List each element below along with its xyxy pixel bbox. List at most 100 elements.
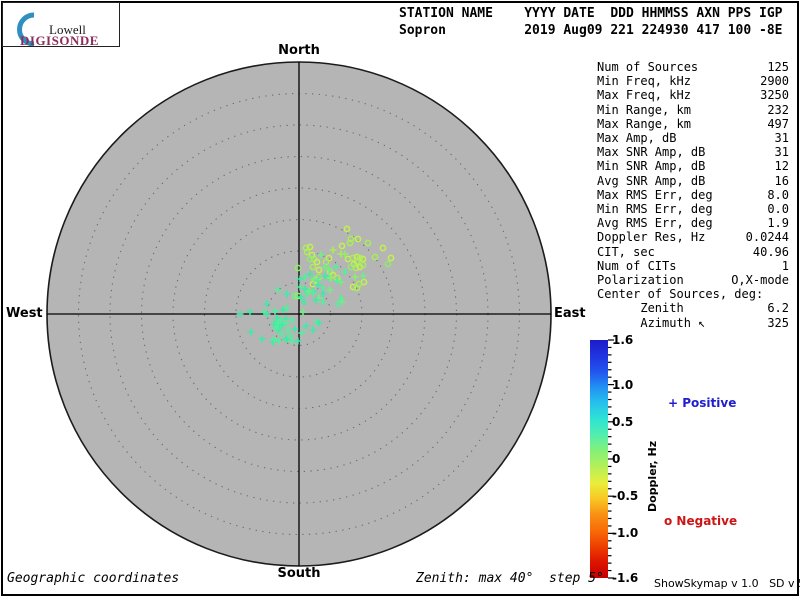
source-point-negative xyxy=(347,235,355,243)
footer-zenith-scale-label: Zenith: max 40° step 5° xyxy=(416,571,604,586)
stat-row: Center of Sources, deg: xyxy=(597,287,789,301)
stat-row: Zenith 6.2 xyxy=(597,301,789,315)
compass-south-label: South xyxy=(277,566,321,581)
source-point-negative xyxy=(306,255,314,263)
stat-label: Num of Sources xyxy=(597,60,699,74)
stat-value: 1.9 xyxy=(767,216,789,231)
station-header-columns: STATION NAME YYYY DATE DDD HHMMSS AXN PP… xyxy=(399,6,783,21)
stat-value: 6.2 xyxy=(767,301,789,316)
colorbar-tick-labels: 1.6 1.0 0.5 0 -0.5 -1.0 -1.6 xyxy=(612,334,652,584)
stat-label: Max RMS Err, deg xyxy=(597,187,713,202)
stat-value: 3250 xyxy=(760,88,789,103)
source-point-positive xyxy=(270,335,278,343)
source-point-positive xyxy=(298,329,306,337)
source-point-positive xyxy=(283,304,291,312)
source-point-positive xyxy=(309,289,317,297)
stat-row: Azimuth ↖ 325 xyxy=(597,316,789,330)
stat-label: Doppler Res, Hz xyxy=(597,230,706,245)
source-point-positive xyxy=(258,335,266,343)
legend-positive: + Positive xyxy=(668,396,737,410)
stat-label: Min Freq, kHz xyxy=(597,74,691,89)
source-point-positive xyxy=(333,277,341,285)
stat-value: 0.0244 xyxy=(745,230,789,245)
source-point-positive xyxy=(319,284,327,292)
source-point-negative xyxy=(364,239,372,247)
source-point-negative xyxy=(338,242,346,250)
source-point-positive xyxy=(325,265,333,273)
source-point-positive xyxy=(275,337,283,345)
stat-row: Min RMS Err, deg 0.0 xyxy=(597,202,789,216)
source-point-positive xyxy=(272,324,280,332)
source-point-negative xyxy=(291,292,299,300)
stat-row: Doppler Res, Hz 0.0244 xyxy=(597,230,789,244)
stat-label: Max SNR Amp, dB xyxy=(597,145,706,160)
stat-label: Min SNR Amp, dB xyxy=(597,159,706,174)
source-point-positive xyxy=(301,273,309,281)
colorbar-tick-label: -1.6 xyxy=(612,571,639,585)
stat-label: Min Range, km xyxy=(597,102,691,117)
source-point-positive xyxy=(279,306,287,314)
source-point-negative xyxy=(379,244,387,252)
source-point-positive xyxy=(283,290,291,298)
stat-label: Num of CITs xyxy=(597,258,677,273)
compass-west-label: West xyxy=(6,306,43,321)
source-point-negative xyxy=(306,243,314,251)
colorbar-tick-label: 0.5 xyxy=(612,414,634,429)
source-point-positive xyxy=(296,275,304,283)
source-point-positive xyxy=(309,326,317,334)
stat-label: Max Range, km xyxy=(597,116,691,131)
logo-arc-icon xyxy=(17,12,35,46)
compass-north-label: North xyxy=(278,43,320,58)
source-point-positive xyxy=(291,325,299,333)
source-point-positive xyxy=(247,328,255,336)
source-point-negative xyxy=(384,260,392,268)
source-point-negative xyxy=(354,235,362,243)
logo-text-digisonde: DIGISONDE xyxy=(20,33,99,48)
source-point-positive xyxy=(263,300,271,308)
source-point-positive xyxy=(312,296,320,304)
source-point-negative xyxy=(359,261,367,269)
legend-negative: o Negative xyxy=(664,514,738,528)
stat-row: Min Range, km 232 xyxy=(597,103,789,117)
source-point-positive xyxy=(321,272,329,280)
source-point-positive xyxy=(329,246,337,254)
source-point-positive xyxy=(332,263,340,271)
stat-value: 325 xyxy=(767,315,789,330)
source-point-positive xyxy=(288,337,296,345)
stat-row: Max RMS Err, deg 8.0 xyxy=(597,188,789,202)
stat-row: Num of CITs 1 xyxy=(597,259,789,273)
source-point-positive xyxy=(338,298,346,306)
source-point-positive xyxy=(274,319,282,327)
stat-value: 0.0 xyxy=(767,202,789,217)
lowell-digisonde-logo: Lowell DIGISONDE xyxy=(2,2,120,48)
stat-row: Avg RMS Err, deg 1.9 xyxy=(597,216,789,230)
source-point-positive xyxy=(301,285,309,293)
source-point-positive xyxy=(246,308,254,316)
stat-value: 12 xyxy=(774,159,789,174)
stat-value: 1 xyxy=(781,258,789,273)
source-point-positive xyxy=(341,268,349,276)
footer-coordinates-label: Geographic coordinates xyxy=(7,571,180,586)
stat-value: 8.0 xyxy=(767,187,789,202)
source-point-positive xyxy=(278,330,286,338)
source-point-positive xyxy=(337,294,345,302)
source-point-negative xyxy=(322,258,330,266)
source-point-negative xyxy=(303,248,311,256)
stat-value: 232 xyxy=(767,102,789,117)
stat-value: 31 xyxy=(774,131,789,146)
source-point-positive xyxy=(302,322,310,330)
footer-version-label: ShowSkymap v 1.0 SD v 5.1 xyxy=(654,577,800,590)
source-point-negative xyxy=(313,258,321,266)
stat-label: Avg SNR Amp, dB xyxy=(597,173,706,188)
source-point-positive xyxy=(282,319,290,327)
stat-label: Max Amp, dB xyxy=(597,131,677,146)
source-point-positive xyxy=(294,337,302,345)
source-point-positive xyxy=(334,300,342,308)
source-point-negative xyxy=(315,266,323,274)
source-point-positive xyxy=(263,310,271,318)
source-point-positive xyxy=(278,321,286,329)
stat-row: Max Amp, dB 31 xyxy=(597,131,789,145)
